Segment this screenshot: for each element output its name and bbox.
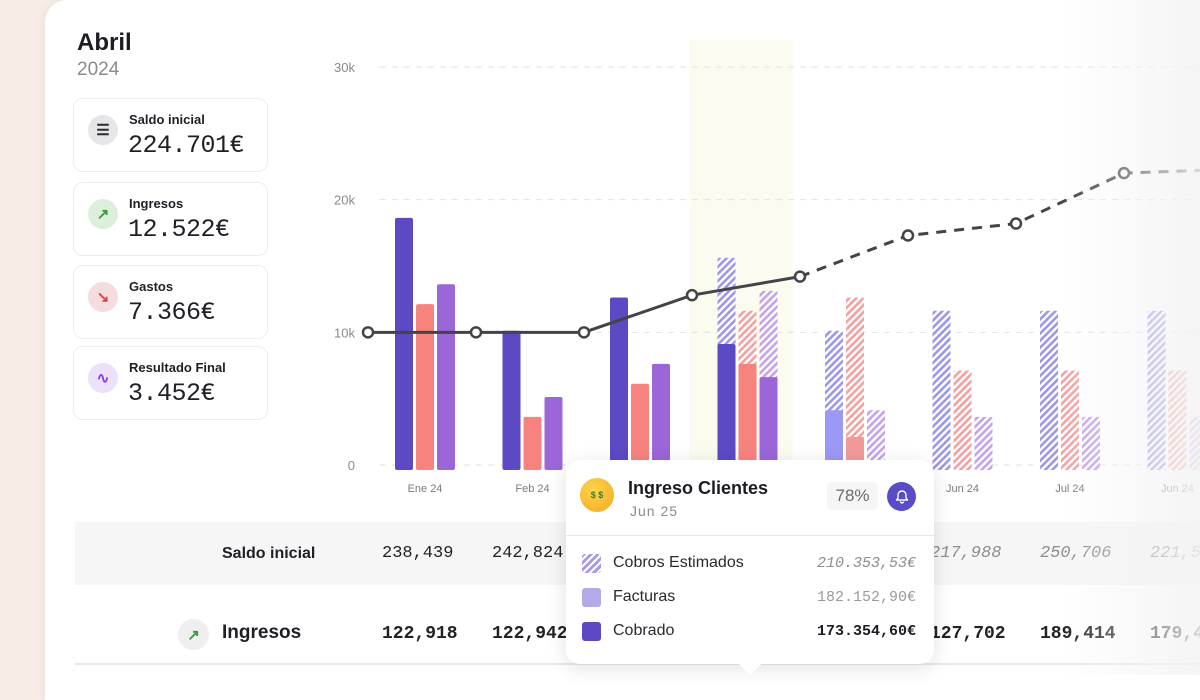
bar-actual [652,364,670,470]
tooltip-legend-item: Cobros Estimados 210.353,53€ [582,552,916,574]
legend-value: 182.152,90€ [817,589,916,606]
table-cell: 122,918 [382,624,458,644]
bar-actual [395,218,413,470]
tooltip-date: Jun 25 [630,503,678,519]
x-tick-label: Jun 24 [946,483,979,495]
tooltip-percent-badge: 78% [827,482,878,510]
line-point [579,327,589,337]
row-label: Ingresos [222,622,301,644]
bar-actual [524,417,542,470]
legend-label: Facturas [613,588,675,606]
x-tick-label: Ene 24 [408,483,443,495]
table-cell: 217,988 [930,544,1001,563]
y-tick-label: 30k [334,60,355,75]
table-cell: 179,4 [1150,624,1200,644]
line-point [687,290,697,300]
bar-estimated [1082,417,1100,470]
bar-estimated [1148,311,1166,470]
bar-actual [545,397,563,470]
line-projected [800,169,1200,276]
line-point [1119,168,1129,178]
arrow-up-right-icon: ↗ [178,619,209,650]
bar-estimated [1040,311,1058,470]
legend-value: 173.354,60€ [817,623,916,640]
table-cell: 242,824 [492,544,563,563]
table-cell: 127,702 [930,624,1006,644]
line-point [903,230,913,240]
bar-estimated [1061,371,1079,471]
bar-actual [503,331,521,470]
legend-label: Cobros Estimados [613,554,744,572]
bar-estimated [1169,371,1187,471]
bar-actual [437,284,455,470]
tooltip-legend-item: Facturas 182.152,90€ [582,586,916,608]
line-point [795,272,805,282]
bell-icon [894,489,910,505]
bar-actual [760,377,778,470]
table-cell: 250,706 [1040,544,1111,563]
bar-estimated [954,371,972,471]
legend-label: Cobrado [613,622,674,640]
bar-estimated [1190,417,1200,470]
bar-estimated [975,417,993,470]
y-tick-label: 10k [334,325,355,340]
table-cell: 122,942 [492,624,568,644]
y-tick-label: 20k [334,193,355,208]
tooltip-divider [566,535,934,536]
row-label: Saldo inicial [222,545,315,563]
bar-estimated [933,311,951,470]
line-point [363,327,373,337]
table-cell: 189,414 [1040,624,1116,644]
table-cell: 238,439 [382,544,453,563]
legend-value: 210.353,53€ [817,555,916,572]
table-cell: 221,5 [1150,544,1200,563]
cashflow-chart: 0 10k 20k 30k Ene 24 Feb 24 Jun 24 Jul 24 Jun 24 [0,0,1200,520]
bar-actual [631,384,649,470]
line-point [471,327,481,337]
x-tick-label: Feb 24 [515,483,549,495]
tooltip-title: Ingreso Clientes [628,478,768,499]
tooltip-legend-item: Cobrado 173.354,60€ [582,620,916,642]
chart-tooltip: $ $ Ingreso Clientes Jun 25 78% Cobros E… [566,460,934,664]
notification-button[interactable] [887,482,916,511]
money-mouth-face-icon: $ $ [580,478,614,512]
legend-swatch [582,588,601,607]
x-tick-label: Jul 24 [1055,483,1084,495]
x-tick-label: Jun 24 [1161,483,1194,495]
bar-actual [739,364,757,470]
legend-swatch [582,554,601,573]
line-point [1011,219,1021,229]
legend-swatch [582,622,601,641]
bar-actual [718,344,736,470]
bar-actual [416,304,434,470]
y-tick-label: 0 [348,458,355,473]
